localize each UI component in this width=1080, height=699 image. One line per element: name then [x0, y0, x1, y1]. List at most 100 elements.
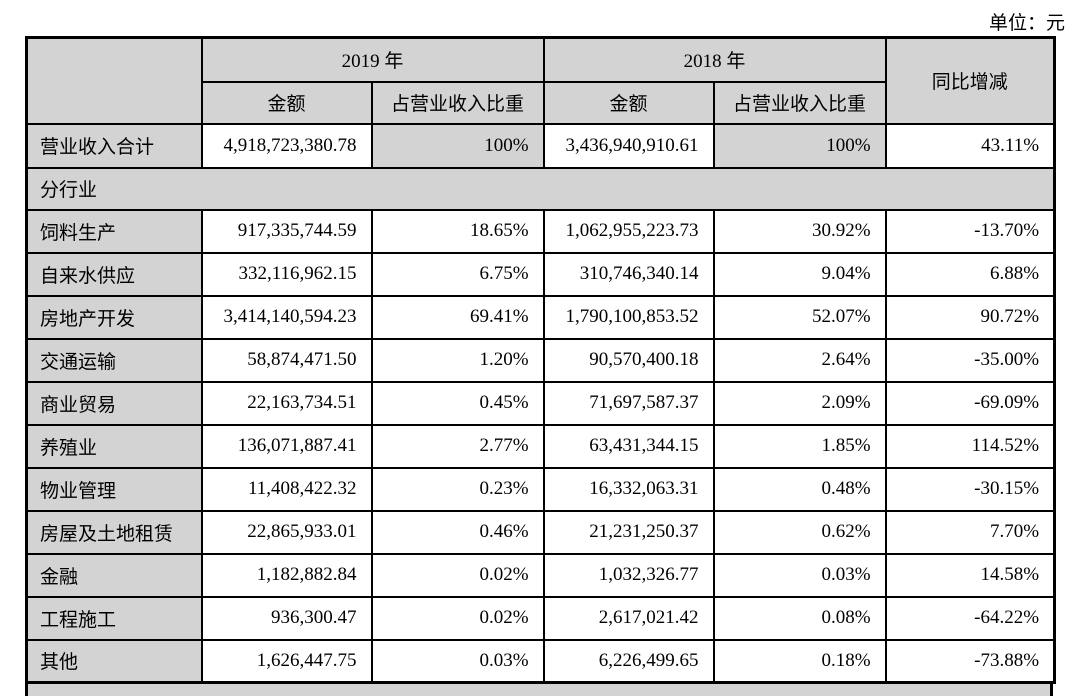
amount-2019-cell: 1,182,882.84 — [200, 552, 373, 598]
yoy-cell: -73.88% — [884, 638, 1056, 684]
amount-2018-cell: 1,032,326.77 — [542, 552, 715, 598]
row-label: 工程施工 — [25, 595, 203, 641]
yoy-cell: 90.72% — [884, 294, 1056, 340]
proportion-2019-cell: 0.03% — [370, 638, 545, 684]
amount-2019-cell: 332,116,962.15 — [200, 251, 373, 297]
proportion-2019-cell: 2.77% — [370, 423, 545, 469]
unit-label: 单位：元 — [988, 13, 1065, 34]
amount-2018-cell: 63,431,344.15 — [542, 423, 715, 469]
yoy-cell: -69.09% — [884, 380, 1056, 426]
amount-2019-header: 金额 — [200, 80, 373, 125]
yoy-cell: 14.58% — [884, 552, 1056, 598]
amount-2018-cell: 310,746,340.14 — [542, 251, 715, 297]
proportion-2019-cell: 0.23% — [370, 466, 545, 512]
proportion-2018-cell: 1.85% — [712, 423, 887, 469]
proportion-2018-cell: 0.48% — [712, 466, 887, 512]
proportion-2018-cell: 0.03% — [712, 552, 887, 598]
amount-2019-cell: 4,918,723,380.78 — [200, 122, 373, 169]
row-label: 金融 — [25, 552, 203, 598]
next-section-row-partial — [25, 684, 1053, 696]
amount-2018-cell: 6,226,499.65 — [542, 638, 715, 684]
year-2018-header: 2018 年 — [542, 36, 887, 83]
amount-2019-cell: 936,300.47 — [200, 595, 373, 641]
amount-2018-cell: 1,062,955,223.73 — [542, 208, 715, 254]
amount-2018-cell: 1,790,100,853.52 — [542, 294, 715, 340]
corner-empty-cell — [25, 36, 203, 125]
row-label: 房屋及土地租赁 — [25, 509, 203, 555]
yoy-cell: 114.52% — [884, 423, 1056, 469]
year-2019-header: 2019 年 — [200, 36, 545, 83]
row-label: 自来水供应 — [25, 251, 203, 297]
proportion-2018-cell: 2.09% — [712, 380, 887, 426]
proportion-2019-cell: 0.46% — [370, 509, 545, 555]
amount-2019-cell: 22,865,933.01 — [200, 509, 373, 555]
table-row: 物业管理 11,408,422.32 0.23% 16,332,063.31 0… — [25, 466, 1056, 512]
table-header-row-years: 2019 年 2018 年 同比增减 — [25, 36, 1056, 125]
proportion-2019-header: 占营业收入比重 — [370, 80, 545, 125]
amount-2019-cell: 22,163,734.51 — [200, 380, 373, 426]
amount-2018-cell: 2,617,021.42 — [542, 595, 715, 641]
amount-2019-cell: 3,414,140,594.23 — [200, 294, 373, 340]
table-row: 养殖业 136,071,887.41 2.77% 63,431,344.15 1… — [25, 423, 1056, 469]
row-label: 交通运输 — [25, 337, 203, 383]
row-label: 房地产开发 — [25, 294, 203, 340]
proportion-2019-cell: 1.20% — [370, 337, 545, 383]
proportion-2019-cell: 0.45% — [370, 380, 545, 426]
revenue-by-industry-table: 2019 年 2018 年 同比增减 金额 占营业收入比重 金额 占营业收入比重… — [25, 36, 1057, 684]
proportion-2018-cell: 52.07% — [712, 294, 887, 340]
yoy-cell: -13.70% — [884, 208, 1056, 254]
proportion-2019-cell: 18.65% — [370, 208, 545, 254]
table-row: 金融 1,182,882.84 0.02% 1,032,326.77 0.03%… — [25, 552, 1056, 598]
yoy-cell: 43.11% — [884, 122, 1056, 169]
proportion-2018-cell: 2.64% — [712, 337, 887, 383]
row-label: 养殖业 — [25, 423, 203, 469]
amount-2018-header: 金额 — [542, 80, 715, 125]
section-label: 分行业 — [25, 166, 1056, 211]
amount-2018-cell: 71,697,587.37 — [542, 380, 715, 426]
table-row: 其他 1,626,447.75 0.03% 6,226,499.65 0.18%… — [25, 638, 1056, 684]
amount-2018-cell: 90,570,400.18 — [542, 337, 715, 383]
proportion-2019-cell: 69.41% — [370, 294, 545, 340]
proportion-2018-cell: 30.92% — [712, 208, 887, 254]
amount-2018-cell: 3,436,940,910.61 — [542, 122, 715, 169]
table-row: 商业贸易 22,163,734.51 0.45% 71,697,587.37 2… — [25, 380, 1056, 426]
proportion-2018-cell: 0.18% — [712, 638, 887, 684]
section-header-row: 分行业 — [25, 166, 1056, 211]
yoy-change-header: 同比增减 — [884, 36, 1056, 125]
row-label: 饲料生产 — [25, 208, 203, 254]
yoy-cell: 6.88% — [884, 251, 1056, 297]
table-row: 自来水供应 332,116,962.15 6.75% 310,746,340.1… — [25, 251, 1056, 297]
proportion-2019-cell: 0.02% — [370, 595, 545, 641]
amount-2019-cell: 917,335,744.59 — [200, 208, 373, 254]
proportion-2019-cell: 100% — [370, 122, 545, 169]
proportion-2019-cell: 6.75% — [370, 251, 545, 297]
amount-2018-cell: 16,332,063.31 — [542, 466, 715, 512]
table-row: 房屋及土地租赁 22,865,933.01 0.46% 21,231,250.3… — [25, 509, 1056, 555]
row-label: 其他 — [25, 638, 203, 684]
row-label: 物业管理 — [25, 466, 203, 512]
amount-2019-cell: 136,071,887.41 — [200, 423, 373, 469]
proportion-2018-cell: 0.08% — [712, 595, 887, 641]
proportion-2018-cell: 100% — [712, 122, 887, 169]
yoy-cell: -64.22% — [884, 595, 1056, 641]
total-revenue-row: 营业收入合计 4,918,723,380.78 100% 3,436,940,9… — [25, 122, 1056, 169]
amount-2019-cell: 11,408,422.32 — [200, 466, 373, 512]
amount-2019-cell: 58,874,471.50 — [200, 337, 373, 383]
yoy-cell: 7.70% — [884, 509, 1056, 555]
proportion-2018-header: 占营业收入比重 — [712, 80, 887, 125]
table-row: 房地产开发 3,414,140,594.23 69.41% 1,790,100,… — [25, 294, 1056, 340]
yoy-cell: -30.15% — [884, 466, 1056, 512]
proportion-2018-cell: 9.04% — [712, 251, 887, 297]
yoy-cell: -35.00% — [884, 337, 1056, 383]
amount-2019-cell: 1,626,447.75 — [200, 638, 373, 684]
proportion-2018-cell: 0.62% — [712, 509, 887, 555]
table-row: 工程施工 936,300.47 0.02% 2,617,021.42 0.08%… — [25, 595, 1056, 641]
table-header-row-metrics: 金额 占营业收入比重 金额 占营业收入比重 — [27, 80, 1055, 125]
row-label: 商业贸易 — [25, 380, 203, 426]
amount-2018-cell: 21,231,250.37 — [542, 509, 715, 555]
table-row: 交通运输 58,874,471.50 1.20% 90,570,400.18 2… — [25, 337, 1056, 383]
proportion-2019-cell: 0.02% — [370, 552, 545, 598]
row-label: 营业收入合计 — [25, 122, 203, 169]
table-row: 饲料生产 917,335,744.59 18.65% 1,062,955,223… — [25, 208, 1056, 254]
